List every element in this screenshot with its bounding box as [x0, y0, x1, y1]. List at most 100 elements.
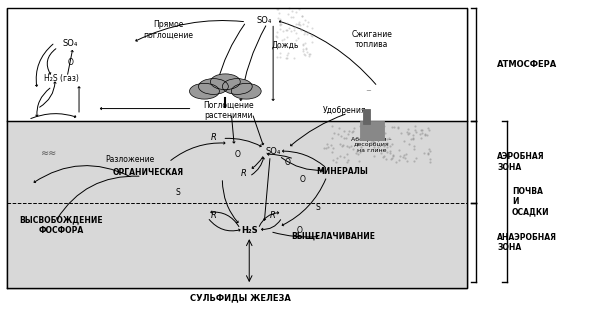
Point	[292, 17, 302, 22]
Text: O: O	[297, 226, 303, 235]
Point	[307, 33, 316, 38]
Point	[376, 125, 386, 130]
Point	[364, 156, 373, 161]
Point	[426, 154, 436, 159]
Text: R: R	[241, 169, 246, 178]
Point	[398, 156, 407, 161]
Point	[341, 128, 350, 134]
Circle shape	[190, 83, 220, 99]
Point	[290, 27, 300, 32]
Point	[330, 128, 340, 133]
Point	[381, 127, 391, 132]
Point	[274, 25, 283, 30]
Point	[365, 137, 374, 142]
Point	[282, 19, 292, 24]
Point	[297, 46, 307, 51]
Bar	[360, 121, 383, 140]
Point	[422, 144, 431, 149]
Text: ≈≈: ≈≈	[41, 148, 57, 158]
Point	[329, 150, 338, 155]
Point	[344, 154, 353, 159]
Point	[414, 126, 424, 131]
Bar	[7, 121, 467, 288]
Point	[287, 36, 297, 41]
Point	[422, 140, 432, 145]
FancyBboxPatch shape	[7, 8, 467, 288]
Point	[296, 19, 306, 24]
Point	[276, 27, 286, 32]
Point	[409, 131, 418, 136]
Point	[302, 34, 311, 39]
Point	[281, 6, 291, 11]
Point	[304, 14, 313, 19]
Point	[417, 138, 427, 143]
Point	[277, 25, 287, 31]
Point	[281, 15, 291, 20]
Text: ВЫСВОБОЖДЕНИЕ
ФОСФОРА: ВЫСВОБОЖДЕНИЕ ФОСФОРА	[19, 216, 103, 235]
Point	[275, 44, 284, 49]
Point	[363, 139, 373, 144]
Point	[403, 151, 412, 156]
Point	[346, 128, 356, 134]
Point	[380, 138, 389, 143]
Point	[332, 157, 341, 162]
Point	[332, 143, 341, 148]
Point	[355, 153, 364, 158]
Point	[299, 34, 308, 39]
Point	[344, 129, 354, 134]
Point	[284, 22, 293, 27]
Text: O: O	[285, 158, 291, 167]
Text: Дождь: Дождь	[271, 41, 299, 50]
Point	[347, 124, 356, 129]
Text: Абсорбция –
десорбция
на глине: Абсорбция – десорбция на глине	[352, 136, 392, 153]
Point	[403, 158, 412, 163]
Point	[380, 132, 390, 137]
Point	[289, 49, 298, 54]
Text: ОРГАНИЧЕСКАЯ: ОРГАНИЧЕСКАЯ	[112, 168, 183, 177]
Point	[279, 10, 289, 15]
Point	[389, 154, 399, 159]
Point	[301, 16, 311, 21]
Point	[362, 144, 372, 149]
Point	[319, 155, 329, 160]
Point	[274, 47, 284, 52]
Point	[278, 29, 288, 34]
Point	[375, 130, 385, 135]
Point	[373, 125, 382, 130]
Text: SO₄: SO₄	[62, 39, 78, 48]
Point	[391, 126, 400, 131]
Point	[297, 5, 307, 10]
Point	[340, 156, 350, 161]
Point	[302, 27, 312, 32]
Point	[383, 156, 392, 161]
Circle shape	[199, 79, 229, 94]
Point	[370, 154, 380, 159]
Point	[282, 50, 292, 55]
Point	[296, 49, 306, 54]
Text: МИНЕРАЛЫ: МИНЕРАЛЫ	[316, 167, 368, 176]
Text: Прямое
поглощение: Прямое поглощение	[143, 20, 194, 39]
Point	[297, 22, 307, 27]
Point	[287, 42, 296, 47]
Point	[279, 44, 289, 49]
Text: O: O	[67, 59, 73, 67]
Point	[299, 47, 308, 52]
Point	[280, 18, 289, 24]
Text: АЭРОБНАЯ
ЗОНА: АЭРОБНАЯ ЗОНА	[497, 152, 545, 172]
Point	[391, 153, 400, 158]
Point	[346, 124, 355, 129]
Point	[391, 137, 400, 142]
Point	[369, 157, 379, 162]
Point	[358, 152, 368, 157]
Point	[373, 133, 383, 138]
Point	[370, 124, 379, 129]
Point	[293, 50, 303, 55]
Point	[326, 143, 335, 148]
Point	[367, 134, 377, 139]
Point	[303, 48, 313, 53]
Point	[272, 28, 281, 33]
Point	[350, 135, 359, 140]
Point	[280, 26, 290, 31]
Point	[275, 42, 284, 47]
Text: O: O	[235, 150, 240, 159]
